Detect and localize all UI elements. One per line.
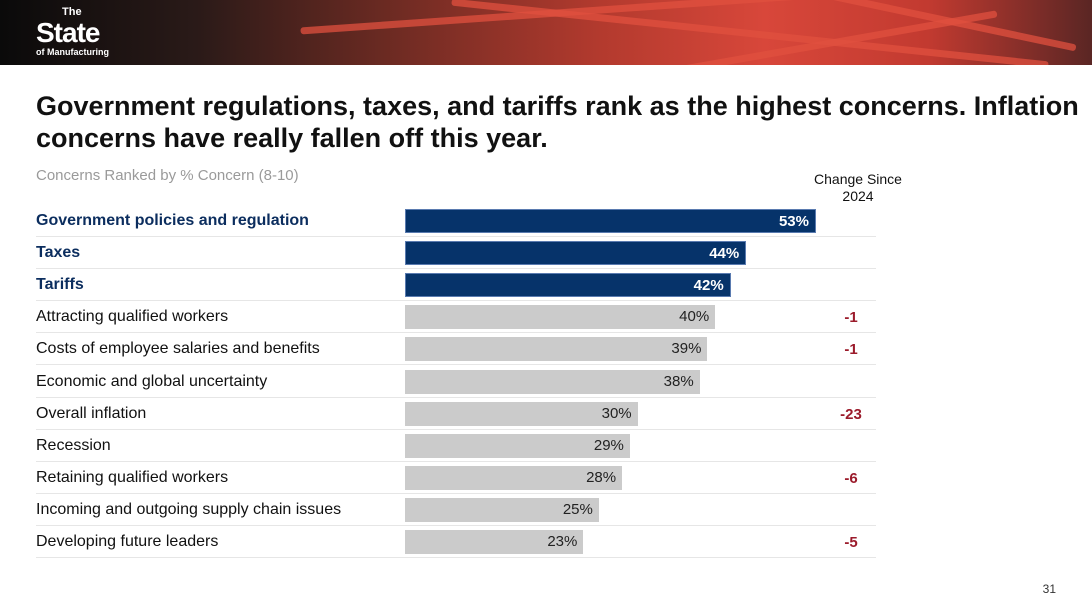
chart-row: Developing future leaders 23% -5 bbox=[36, 526, 876, 558]
change-value: -1 bbox=[844, 309, 858, 327]
logo-text: of Manufacturing bbox=[36, 47, 109, 57]
bar: 39% bbox=[405, 337, 708, 362]
change-column-header: Change Since 2024 bbox=[814, 171, 902, 204]
data-label: 38% bbox=[663, 372, 694, 390]
category-label: Developing future leaders bbox=[36, 533, 219, 550]
category-label: Recession bbox=[36, 436, 111, 454]
bar: 29% bbox=[405, 433, 630, 458]
data-label: 25% bbox=[562, 500, 593, 518]
chart-row: Economic and global uncertainty 38% bbox=[36, 366, 876, 398]
change-value: -23 bbox=[840, 405, 862, 423]
chart-row: Costs of employee salaries and benefits 3… bbox=[36, 333, 876, 366]
category-label: Economic and global uncertainty bbox=[36, 372, 268, 390]
slide-title: Government regulations, taxes, and tarif… bbox=[36, 91, 1079, 153]
category-label: Taxes bbox=[36, 244, 81, 262]
data-label: 39% bbox=[671, 340, 702, 358]
logo-text: State bbox=[36, 17, 100, 48]
bar: 42% bbox=[405, 273, 731, 298]
category-label: Government policies and regulation bbox=[36, 212, 309, 229]
category-label: Overall inflation bbox=[36, 404, 147, 422]
page-number: 31 bbox=[1042, 582, 1056, 596]
category-label: Costs of employee salaries and benefits bbox=[36, 340, 320, 358]
category-label: Attracting qualified workers bbox=[36, 308, 229, 326]
category-label: Incoming and outgoing supply chain issue… bbox=[36, 500, 342, 518]
bar: 25% bbox=[405, 497, 599, 522]
data-label: 23% bbox=[547, 533, 578, 550]
change-value: -1 bbox=[844, 341, 858, 359]
chart-row: Tariffs 42% bbox=[36, 269, 876, 302]
data-label: 30% bbox=[601, 404, 632, 422]
bar: 53% bbox=[405, 209, 816, 233]
chart-subtitle: Concerns Ranked by % Concern (8-10) bbox=[36, 167, 299, 184]
data-label: 29% bbox=[593, 436, 624, 454]
bar: 40% bbox=[405, 305, 716, 330]
chart-row: Incoming and outgoing supply chain issue… bbox=[36, 494, 876, 526]
chart-row: Recession 29% bbox=[36, 430, 876, 462]
header-banner: The State of Manufacturing bbox=[0, 0, 1092, 65]
data-label: 44% bbox=[709, 245, 740, 263]
bar: 23% bbox=[405, 530, 584, 554]
chart-row: Retaining qualified workers 28% -6 bbox=[36, 462, 876, 494]
chart-row: Overall inflation 30% -23 bbox=[36, 398, 876, 430]
logo: The State of Manufacturing bbox=[36, 6, 109, 58]
data-label: 53% bbox=[778, 213, 809, 230]
bar: 44% bbox=[405, 241, 747, 266]
data-label: 42% bbox=[693, 277, 724, 295]
bar: 28% bbox=[405, 465, 623, 490]
data-label: 28% bbox=[586, 468, 617, 486]
category-label: Retaining qualified workers bbox=[36, 468, 229, 486]
bar: 30% bbox=[405, 401, 638, 426]
change-value: -5 bbox=[844, 534, 858, 551]
chart-row: Taxes 44% bbox=[36, 237, 876, 270]
logo-text: The bbox=[62, 6, 82, 18]
data-label: 40% bbox=[679, 308, 710, 326]
change-value: -6 bbox=[844, 469, 858, 487]
category-label: Tariffs bbox=[36, 276, 84, 294]
chart-row: Attracting qualified workers 40% -1 bbox=[36, 301, 876, 334]
bar: 38% bbox=[405, 369, 700, 394]
chart-row: Government policies and regulation 53% bbox=[36, 205, 876, 237]
